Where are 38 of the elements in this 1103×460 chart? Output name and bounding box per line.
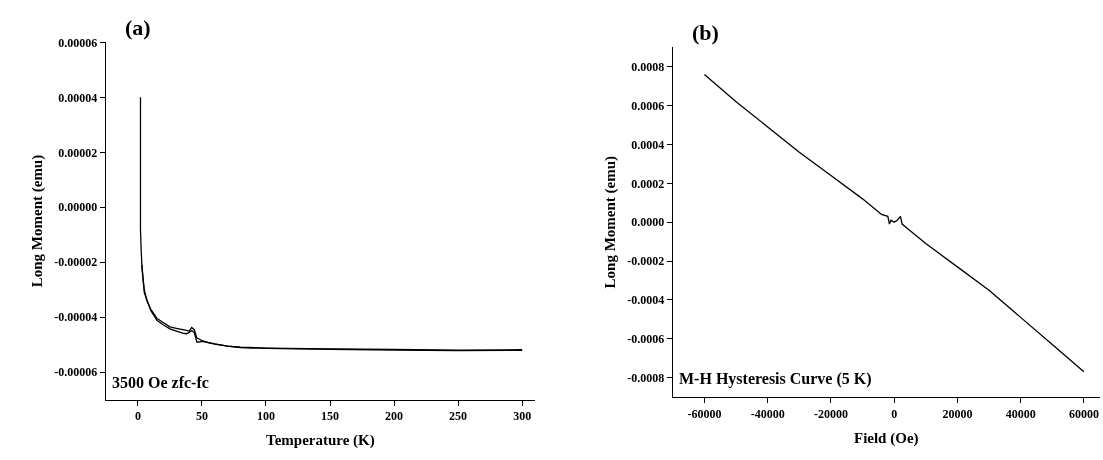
x-tick-label: 200	[385, 409, 404, 424]
x-tick-label: -60000	[687, 406, 722, 421]
x-tick-label: 300	[513, 409, 532, 424]
y-tick-label: 0.00006	[58, 35, 98, 50]
x-tick-label: -40000	[750, 406, 785, 421]
y-tick-label: -0.0002	[627, 254, 665, 269]
y-axis-title: Long Moment (emu)	[28, 154, 46, 288]
y-tick-label: 0.0002	[631, 176, 665, 191]
y-tick-label: 0.00004	[58, 90, 98, 105]
y-tick-label: -0.00006	[54, 365, 98, 380]
x-tick-label: 40000	[1005, 406, 1036, 421]
y-tick-label: -0.0006	[627, 331, 665, 346]
x-tick-label: 100	[256, 409, 275, 424]
x-axis-title: Field (Oe)	[853, 429, 919, 447]
y-tick-label: 0.0004	[631, 137, 665, 152]
x-tick-label: 250	[449, 409, 468, 424]
x-tick-label: 60000	[1068, 406, 1099, 421]
x-tick-label: 150	[321, 409, 340, 424]
annotation: M-H Hysteresis Curve (5 K)	[679, 370, 872, 388]
y-tick-label: 0.0000	[631, 215, 665, 230]
y-tick-label: -0.0008	[627, 370, 665, 385]
chart-title: (b)	[692, 20, 719, 45]
y-tick-label: -0.0004	[627, 293, 665, 308]
y-tick-label: 0.00000	[58, 200, 98, 215]
chart-title: (a)	[125, 15, 151, 40]
x-tick-label: 0	[134, 409, 141, 424]
annotation: 3500 Oe zfc-fc	[112, 374, 209, 391]
y-tick-label: -0.00002	[54, 255, 98, 270]
x-tick-label: 20000	[942, 406, 973, 421]
y-axis-title: Long Moment (emu)	[601, 155, 619, 289]
y-tick-label: 0.0006	[631, 98, 665, 113]
x-axis-title: Temperature (K)	[266, 432, 375, 450]
y-tick-label: 0.0008	[631, 59, 665, 74]
x-tick-label: 0	[891, 406, 898, 421]
y-tick-label: -0.00004	[54, 310, 98, 325]
x-tick-label: 50	[195, 409, 208, 424]
x-tick-label: -20000	[813, 406, 848, 421]
y-tick-label: 0.00002	[58, 145, 98, 160]
